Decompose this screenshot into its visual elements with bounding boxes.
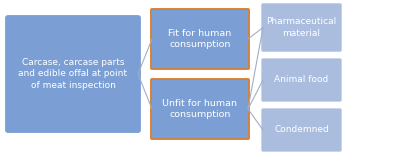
Text: Pharmaceutical
material: Pharmaceutical material [266, 17, 337, 37]
FancyBboxPatch shape [151, 9, 249, 69]
Text: Condemned: Condemned [274, 126, 329, 134]
FancyBboxPatch shape [6, 16, 140, 132]
Text: Animal food: Animal food [274, 75, 329, 84]
FancyBboxPatch shape [262, 109, 341, 151]
FancyBboxPatch shape [151, 79, 249, 139]
Text: Fit for human
consumption: Fit for human consumption [168, 29, 232, 49]
FancyBboxPatch shape [262, 59, 341, 101]
Text: Unfit for human
consumption: Unfit for human consumption [162, 99, 238, 119]
FancyBboxPatch shape [262, 4, 341, 51]
Text: Carcase, carcase parts
and edible offal at point
of meat inspection: Carcase, carcase parts and edible offal … [18, 58, 128, 90]
